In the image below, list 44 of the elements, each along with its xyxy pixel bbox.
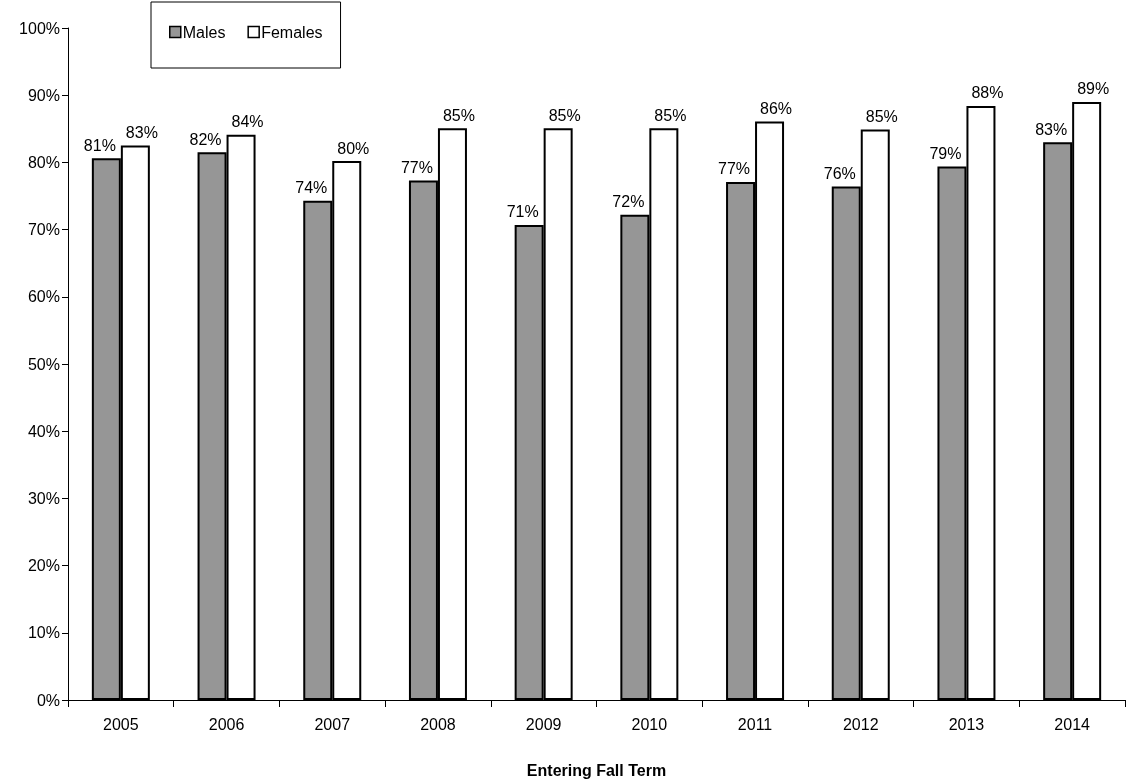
data-label: 74% <box>295 179 328 197</box>
data-label: 86% <box>760 99 793 117</box>
data-label: 76% <box>823 165 856 183</box>
x-tick-label: 2006 <box>208 715 245 733</box>
data-label: 71% <box>506 203 539 221</box>
legend-label: Females <box>261 23 323 41</box>
x-tick-label: 2009 <box>525 715 562 733</box>
x-tick-label: 2005 <box>103 715 139 733</box>
data-label: 79% <box>929 144 962 162</box>
y-tick-label: 30% <box>27 489 60 507</box>
data-label: 77% <box>718 160 751 178</box>
x-tick-label: 2014 <box>1054 715 1091 733</box>
y-tick-label: 80% <box>27 153 60 171</box>
data-label: 85% <box>442 106 475 124</box>
data-label: 89% <box>1077 80 1110 98</box>
y-tick-label: 20% <box>27 557 60 575</box>
y-tick-label: 50% <box>27 355 60 373</box>
data-label: 77% <box>400 159 433 177</box>
x-tick-label: 2008 <box>420 715 456 733</box>
x-tick-label: 2012 <box>842 715 879 733</box>
y-tick-label: 0% <box>36 691 60 709</box>
data-label: 80% <box>337 139 370 157</box>
data-label: 85% <box>654 106 687 124</box>
y-tick-label: 40% <box>27 422 60 440</box>
y-tick-label: 100% <box>19 19 60 37</box>
y-tick-label: 60% <box>27 288 60 306</box>
x-tick-label: 2013 <box>948 715 985 733</box>
data-label: 82% <box>189 130 222 148</box>
data-label: 83% <box>125 124 158 142</box>
data-label: 84% <box>231 113 264 131</box>
x-tick-label: 2010 <box>631 715 668 733</box>
data-label: 81% <box>83 136 116 154</box>
data-label: 72% <box>612 193 645 211</box>
x-tick-label: 2011 <box>737 715 773 733</box>
y-tick-label: 70% <box>27 221 60 239</box>
legend-label: Males <box>182 23 226 41</box>
x-tick-label: 2007 <box>314 715 351 733</box>
data-label: 88% <box>971 84 1004 102</box>
y-tick-label: 90% <box>27 86 60 104</box>
data-label: 85% <box>865 107 898 125</box>
y-tick-label: 10% <box>27 624 60 642</box>
x-axis-title: Entering Fall Term <box>526 761 667 779</box>
data-label: 83% <box>1035 120 1068 138</box>
data-label: 85% <box>548 106 581 124</box>
